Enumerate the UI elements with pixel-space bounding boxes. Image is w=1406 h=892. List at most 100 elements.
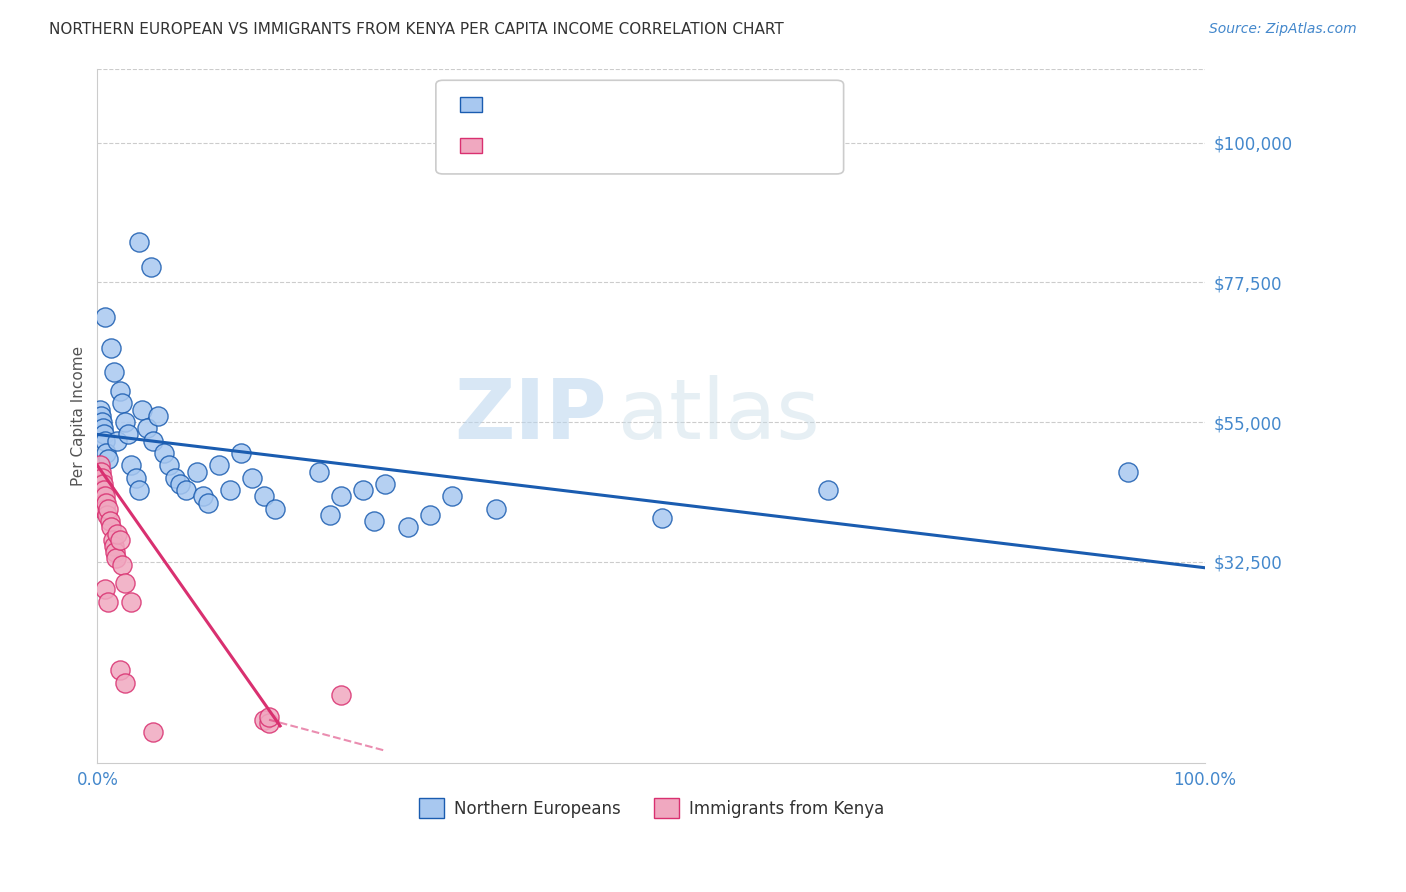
Point: [103, 366, 125, 380]
Point: [330, 490, 353, 504]
Point: [396, 520, 419, 534]
Point: [651, 511, 673, 525]
Point: [93, 483, 115, 498]
Point: [111, 396, 134, 410]
Point: [131, 402, 153, 417]
Point: [94, 582, 117, 597]
Point: [186, 465, 208, 479]
Point: [100, 341, 122, 355]
Text: NORTHERN EUROPEAN VS IMMIGRANTS FROM KENYA PER CAPITA INCOME CORRELATION CHART: NORTHERN EUROPEAN VS IMMIGRANTS FROM KEN…: [49, 22, 785, 37]
Point: [120, 595, 142, 609]
Point: [90, 415, 112, 429]
Point: [374, 477, 396, 491]
Y-axis label: Per Capita Income: Per Capita Income: [72, 346, 86, 486]
Point: [87, 477, 110, 491]
Point: [94, 501, 117, 516]
Point: [231, 446, 253, 460]
Point: [257, 709, 280, 723]
Point: [91, 501, 114, 516]
Text: 50: 50: [648, 95, 673, 113]
Point: [104, 545, 127, 559]
Point: [100, 520, 122, 534]
Point: [136, 421, 159, 435]
Point: [252, 713, 274, 727]
Point: [94, 310, 117, 324]
Point: [117, 427, 139, 442]
Text: N =: N =: [614, 95, 651, 113]
Point: [97, 595, 120, 609]
Text: 39: 39: [648, 136, 673, 154]
Text: R =: R =: [494, 136, 530, 154]
Point: [93, 496, 115, 510]
Point: [419, 508, 441, 522]
Point: [440, 490, 463, 504]
Point: [174, 483, 197, 498]
Point: [94, 434, 117, 448]
Point: [97, 452, 120, 467]
Point: [308, 465, 330, 479]
Point: [103, 539, 125, 553]
Point: [153, 446, 176, 460]
Point: [89, 402, 111, 417]
Point: [90, 465, 112, 479]
Text: -0.606: -0.606: [527, 136, 592, 154]
Legend: Northern Europeans, Immigrants from Kenya: Northern Europeans, Immigrants from Keny…: [412, 792, 890, 824]
Point: [114, 675, 136, 690]
Point: [93, 427, 115, 442]
Point: [90, 496, 112, 510]
Point: [89, 458, 111, 473]
Point: [319, 508, 342, 522]
Point: [89, 471, 111, 485]
Point: [87, 465, 110, 479]
Point: [142, 434, 165, 448]
Point: [87, 415, 110, 429]
Text: -0.282: -0.282: [527, 95, 592, 113]
Point: [128, 483, 150, 498]
Point: [219, 483, 242, 498]
Point: [89, 496, 111, 510]
Point: [817, 483, 839, 498]
Point: [169, 477, 191, 491]
Point: [125, 471, 148, 485]
Point: [105, 551, 128, 566]
Point: [252, 490, 274, 504]
Text: N =: N =: [614, 136, 651, 154]
Point: [1116, 465, 1139, 479]
Point: [90, 477, 112, 491]
Point: [96, 508, 118, 522]
Point: [87, 490, 110, 504]
Point: [108, 663, 131, 677]
Point: [105, 526, 128, 541]
Point: [111, 558, 134, 572]
Point: [114, 576, 136, 591]
Point: [91, 477, 114, 491]
Point: [191, 490, 214, 504]
Point: [208, 458, 231, 473]
Point: [89, 483, 111, 498]
Point: [114, 415, 136, 429]
Point: [163, 471, 186, 485]
Point: [90, 409, 112, 423]
Point: [94, 490, 117, 504]
Text: ZIP: ZIP: [454, 376, 607, 457]
Point: [105, 434, 128, 448]
Point: [128, 235, 150, 249]
Text: R =: R =: [494, 95, 530, 113]
Point: [120, 458, 142, 473]
Point: [101, 533, 124, 547]
Point: [485, 501, 508, 516]
Point: [363, 514, 385, 528]
Text: atlas: atlas: [619, 376, 820, 457]
Point: [108, 384, 131, 398]
Point: [91, 490, 114, 504]
Point: [197, 496, 219, 510]
Point: [139, 260, 162, 274]
Point: [330, 688, 353, 702]
Point: [98, 514, 121, 528]
Point: [142, 725, 165, 739]
Point: [148, 409, 170, 423]
Point: [157, 458, 180, 473]
Point: [242, 471, 264, 485]
Point: [108, 533, 131, 547]
Point: [90, 496, 112, 510]
